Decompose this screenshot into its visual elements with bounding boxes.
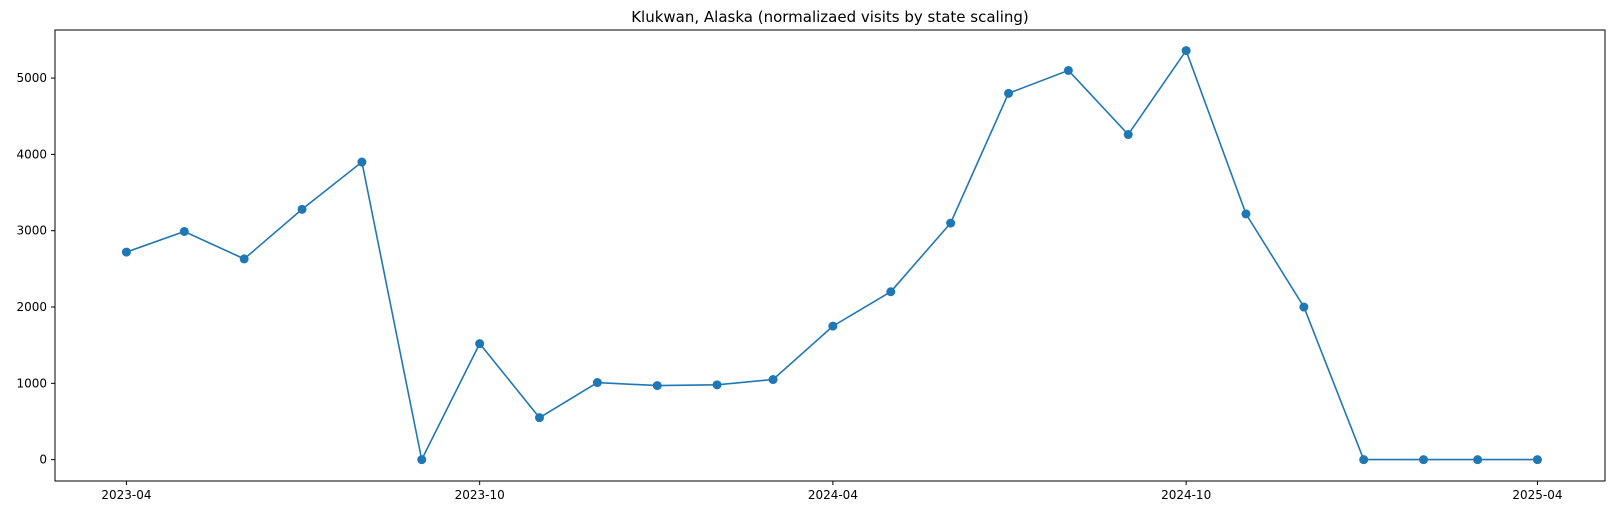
y-tick-label: 3000 [16,224,47,238]
data-point-marker [828,321,838,331]
data-point-marker [417,455,427,465]
data-point-marker [239,254,249,264]
data-point-marker [946,218,956,228]
y-tick-label: 1000 [16,376,47,390]
data-point-marker [1004,88,1014,98]
y-tick-label: 2000 [16,300,47,314]
data-point-marker [768,375,778,385]
data-point-marker [1241,209,1251,219]
x-tick-label: 2023-04 [101,488,151,502]
data-point-marker [1359,455,1369,465]
data-point-marker [1473,455,1483,465]
data-point-marker [592,378,602,388]
x-tick-label: 2023-10 [455,488,505,502]
series-line [126,48,1538,463]
data-point-marker [1123,130,1133,140]
y-tick-label: 0 [39,453,47,467]
x-axis: 2023-04 2023-10 2024-04 2024-10 2025-04 [101,481,1563,502]
data-point-marker [357,157,367,167]
y-tick-label: 5000 [16,71,47,85]
data-point-marker [1063,65,1073,75]
y-tick-label: 4000 [16,147,47,161]
data-point-marker [121,247,131,257]
data-point-marker [652,381,662,391]
x-tick-label: 2024-04 [808,488,858,502]
data-point-marker [179,226,189,236]
chart-title: Klukwan, Alaska (normalizaed visits by s… [631,8,1029,26]
data-point-marker [1419,455,1429,465]
data-point-marker [475,339,485,349]
data-markers [121,46,1542,465]
data-point-marker [534,413,544,423]
data-point-marker [886,287,896,297]
data-point-marker [1532,455,1542,465]
plot-area [54,29,1606,482]
y-axis: 0 1000 2000 3000 4000 5000 [16,71,55,467]
data-point-marker [297,204,307,214]
data-point-marker [1181,46,1191,56]
x-tick-label: 2025-04 [1512,488,1562,502]
data-point-marker [712,380,722,390]
x-tick-label: 2024-10 [1161,488,1211,502]
data-point-marker [1299,302,1309,312]
